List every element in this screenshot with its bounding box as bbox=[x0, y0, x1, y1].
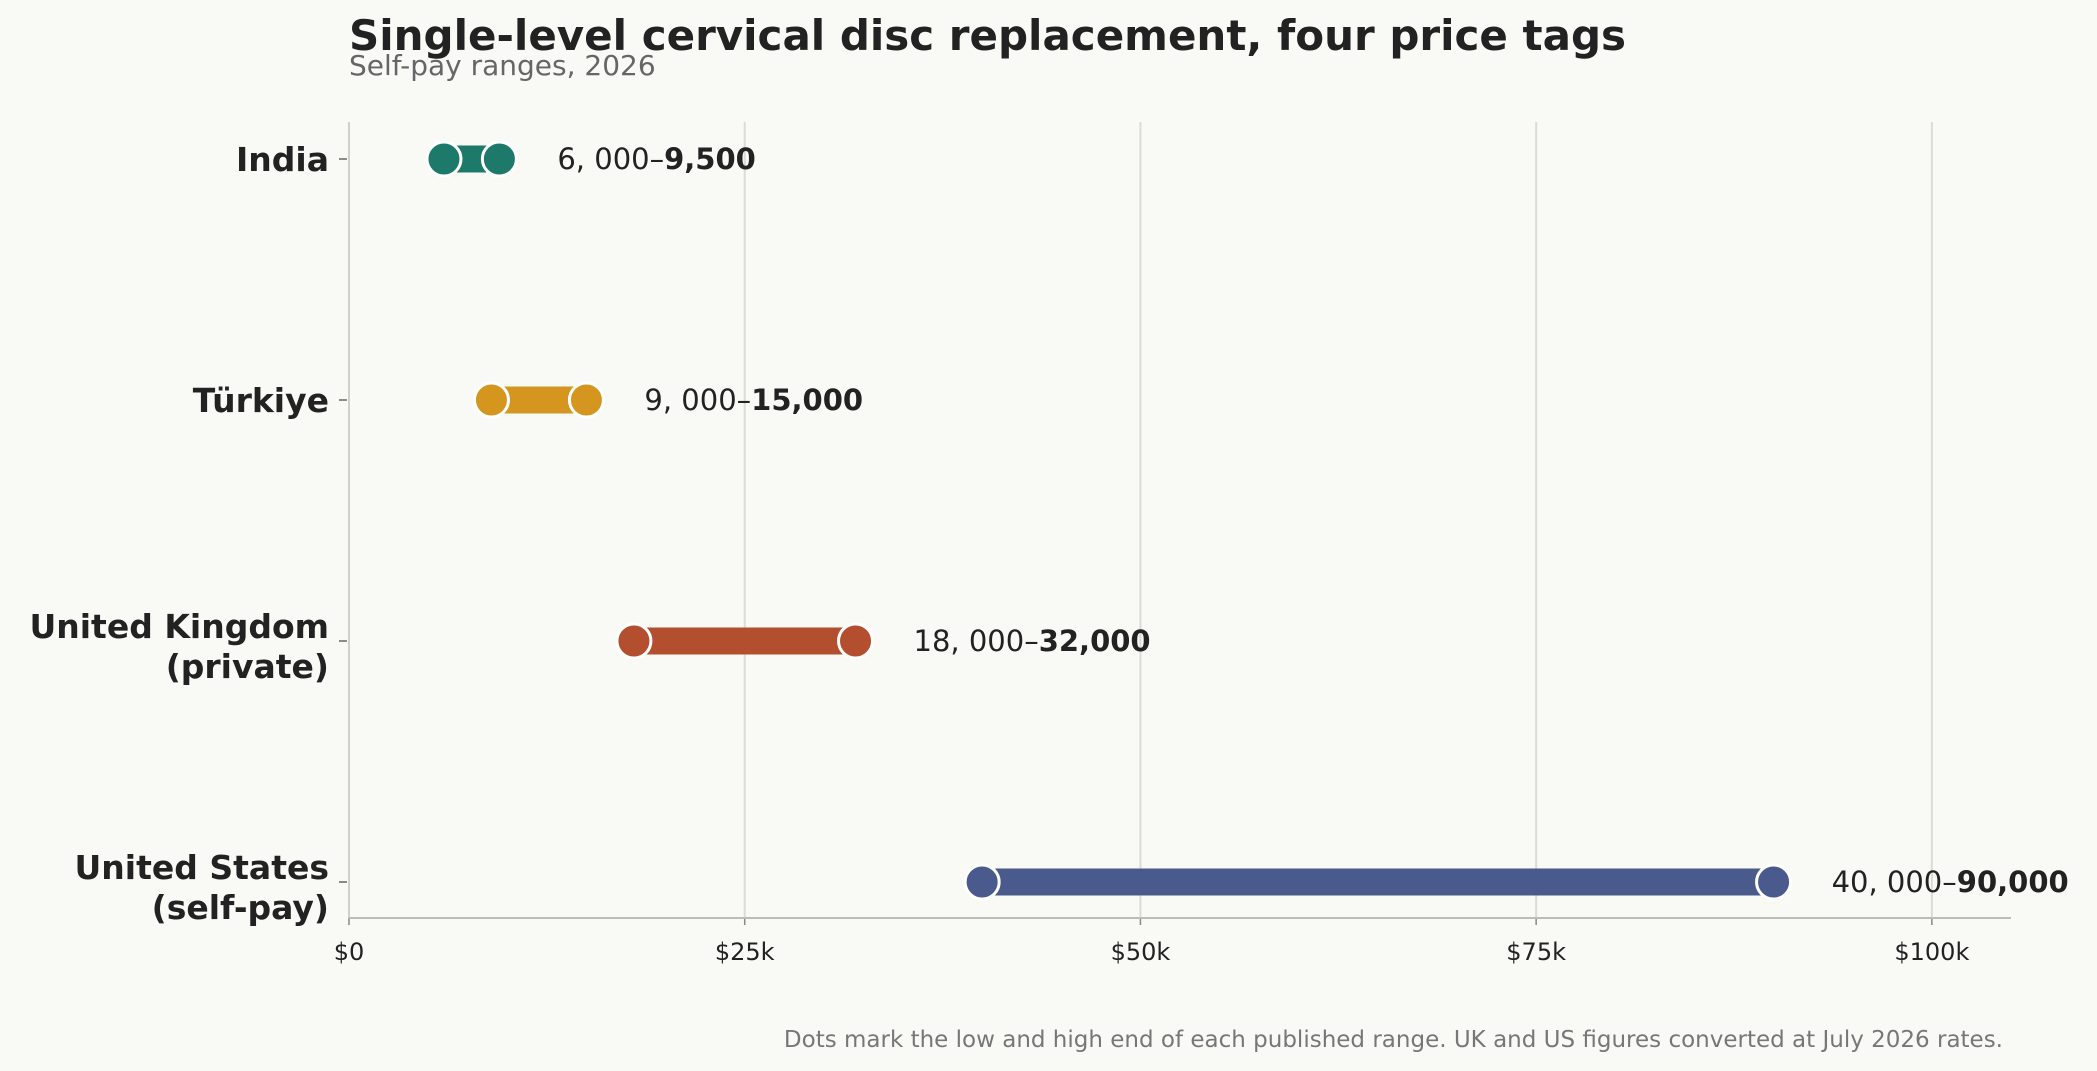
data-marks: 6, 000–9,500 9, 000–15,000 18, 000–32,000 4… bbox=[425, 140, 2069, 901]
high-dot-3 bbox=[1755, 863, 1793, 901]
category-label-1-0: Türkiye bbox=[193, 381, 329, 420]
category-label-3-0: United States bbox=[75, 848, 329, 887]
x-tick-label-0: $0 bbox=[334, 938, 365, 966]
low-dot-3 bbox=[963, 863, 1001, 901]
value-label-low-0: 6, 000– bbox=[557, 142, 664, 176]
value-label-1: 9, 000–15,000 bbox=[644, 383, 863, 417]
value-label-low-1: 9, 000– bbox=[644, 383, 751, 417]
value-label-low-2: 18, 000– bbox=[914, 624, 1039, 658]
x-tick-label-2: $50k bbox=[1111, 938, 1171, 966]
x-tick-label-3: $75k bbox=[1506, 938, 1566, 966]
high-dot-2 bbox=[837, 622, 875, 660]
chart-subtitle: Self-pay ranges, 2026 bbox=[349, 49, 656, 82]
value-label-high-0: 9,500 bbox=[664, 142, 756, 176]
value-label-2: 18, 000–32,000 bbox=[914, 624, 1151, 658]
category-label-2-0: United Kingdom bbox=[29, 607, 329, 646]
value-label-3: 40, 000–90,000 bbox=[1832, 865, 2069, 899]
low-dot-2 bbox=[615, 622, 653, 660]
footnote: Dots mark the low and high end of each p… bbox=[784, 1027, 2003, 1053]
value-label-low-3: 40, 000– bbox=[1832, 865, 1957, 899]
x-tick-label-1: $25k bbox=[715, 938, 775, 966]
range-row-1: 9, 000–15,000 bbox=[472, 381, 863, 419]
value-label-0: 6, 000–9,500 bbox=[557, 142, 755, 176]
category-label-2-1: (private) bbox=[166, 647, 329, 686]
range-row-0: 6, 000–9,500 bbox=[425, 140, 756, 178]
category-label-0-0: India bbox=[236, 140, 329, 179]
grid-lines bbox=[743, 122, 1933, 918]
low-dot-0 bbox=[425, 140, 463, 178]
value-label-high-2: 32,000 bbox=[1039, 624, 1151, 658]
high-dot-1 bbox=[567, 381, 605, 419]
high-dot-0 bbox=[480, 140, 518, 178]
range-row-2: 18, 000–32,000 bbox=[615, 622, 1151, 660]
value-label-high-1: 15,000 bbox=[751, 383, 863, 417]
chart-title: Single-level cervical disc replacement, … bbox=[349, 11, 1626, 60]
low-dot-1 bbox=[472, 381, 510, 419]
x-tick-label-4: $100k bbox=[1894, 938, 1969, 966]
value-label-high-3: 90,000 bbox=[1957, 865, 2069, 899]
range-row-3: 40, 000–90,000 bbox=[963, 863, 2069, 901]
category-label-3-1: (self-pay) bbox=[152, 888, 329, 927]
axes: $0 $25k $50k $75k $100k India Türkiye United Ki… bbox=[29, 122, 2011, 966]
